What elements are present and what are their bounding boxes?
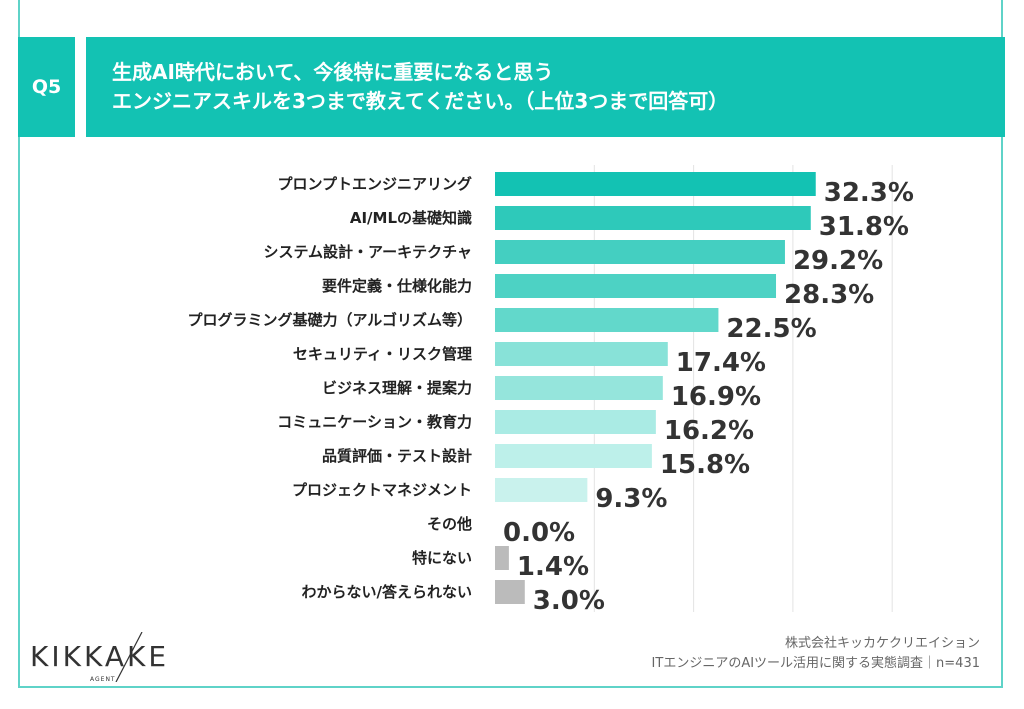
bar — [495, 308, 719, 332]
value-label: 22.5% — [726, 314, 816, 344]
category-label: セキュリティ・リスク管理 — [293, 345, 472, 363]
survey-name: ITエンジニアのAIツール活用に関する実態調査｜n=431 — [651, 656, 980, 671]
title-line-2: エンジニアスキルを3つまで教えてください。（上位3つまで回答可） — [112, 89, 729, 113]
source-note: 株式会社キッカケクリエイション ITエンジニアのAIツール活用に関する実態調査｜… — [652, 634, 980, 674]
category-label: システム設計・アーキテクチャ — [263, 243, 472, 261]
value-label: 3.0% — [533, 586, 605, 616]
question-title: 生成AI時代において、今後特に重要になると思う エンジニアスキルを3つまで教えて… — [86, 37, 1005, 137]
value-label: 28.3% — [784, 280, 874, 310]
question-number: Q5 — [18, 37, 75, 137]
card-frame — [18, 0, 1003, 688]
category-label: ビジネス理解・提案力 — [322, 379, 472, 397]
category-label: 品質評価・テスト設計 — [322, 447, 472, 465]
value-label: 16.9% — [671, 382, 761, 412]
value-label: 16.2% — [664, 416, 754, 446]
value-label: 17.4% — [676, 348, 766, 378]
category-label: 要件定義・仕様化能力 — [322, 277, 472, 295]
bar — [495, 580, 525, 604]
bar — [495, 478, 588, 502]
company-name: 株式会社キッカケクリエイション — [784, 636, 980, 651]
category-label: その他 — [427, 515, 472, 533]
category-label: プログラミング基礎力（アルゴリズム等） — [187, 311, 472, 329]
bar — [495, 274, 777, 298]
category-label: わからない/答えられない — [302, 583, 472, 601]
category-label: 特にない — [412, 549, 472, 567]
bar — [495, 444, 652, 468]
value-label: 32.3% — [824, 178, 914, 208]
bar — [495, 546, 509, 570]
value-label: 1.4% — [517, 552, 589, 582]
bar — [495, 410, 656, 434]
value-label: 29.2% — [793, 246, 883, 276]
bar — [495, 206, 811, 230]
category-label: AI/MLの基礎知識 — [350, 209, 472, 227]
title-line-1: 生成AI時代において、今後特に重要になると思う — [112, 60, 554, 84]
category-label: プロンプトエンジニアリング — [277, 175, 472, 193]
bar — [495, 172, 816, 196]
category-label: プロジェクトマネジメント — [292, 481, 472, 499]
value-label: 9.3% — [595, 484, 667, 514]
bar — [495, 240, 785, 264]
kikkake-logo: KIKKAKE AGENT — [30, 632, 169, 683]
bar — [495, 376, 663, 400]
category-label: コミュニケーション・教育力 — [277, 413, 472, 431]
value-label: 31.8% — [819, 212, 909, 242]
value-label: 0.0% — [503, 518, 575, 548]
logo-slash-icon — [115, 632, 143, 682]
bar — [495, 342, 668, 366]
value-label: 15.8% — [660, 450, 750, 480]
